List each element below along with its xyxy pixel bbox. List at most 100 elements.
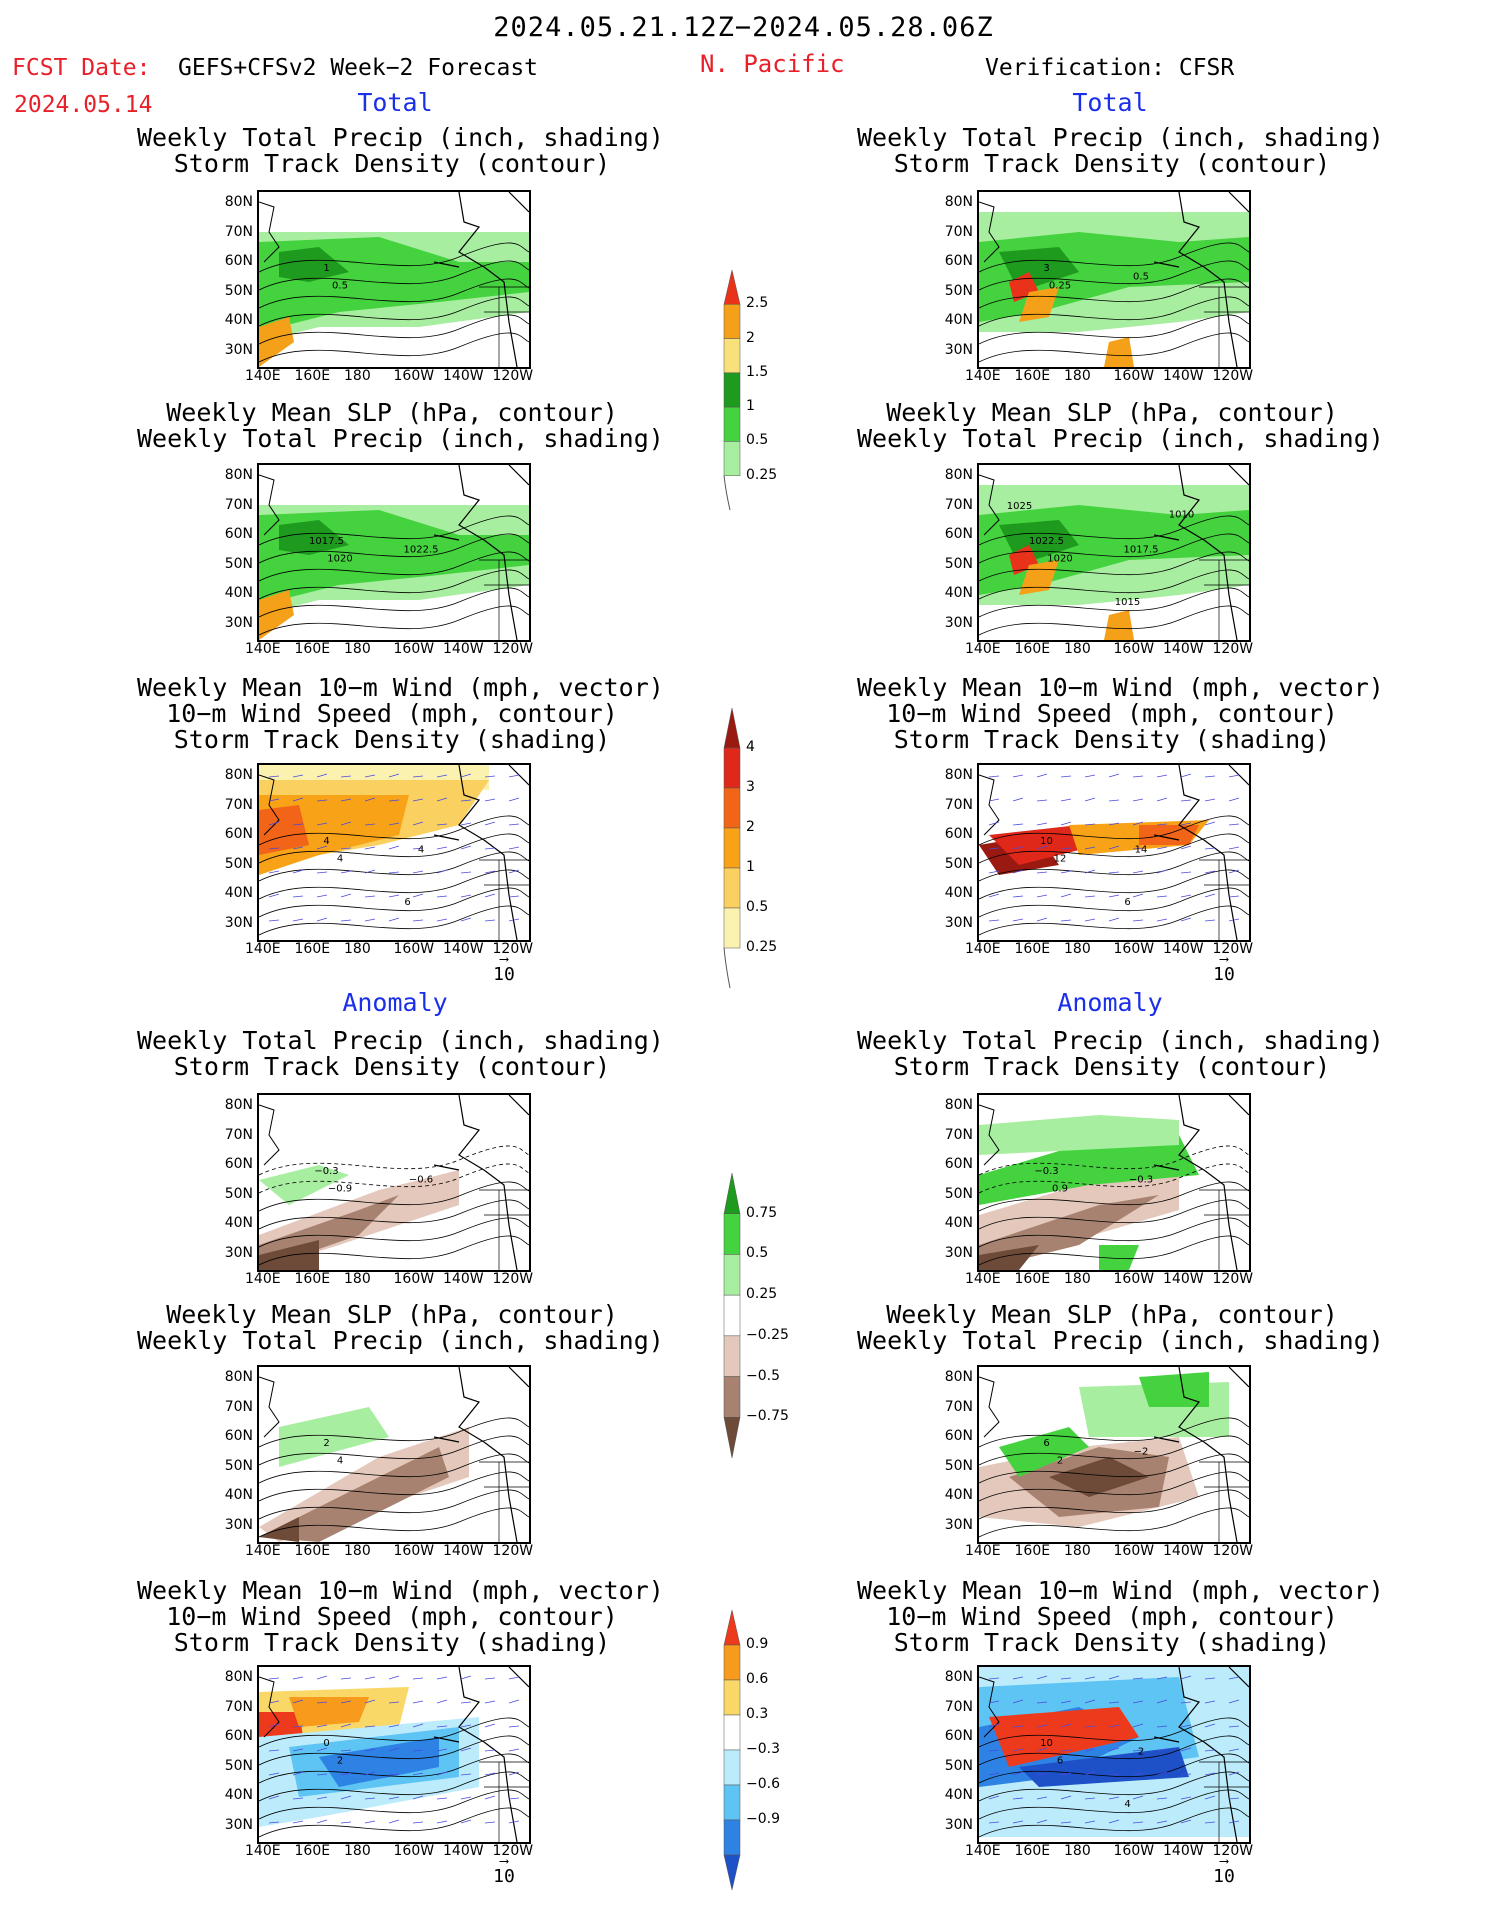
wind-vector	[1228, 797, 1240, 802]
coastline-asia	[259, 201, 280, 263]
lat-tick-label: 40N	[944, 585, 973, 601]
wind-vector	[388, 1773, 400, 1776]
contour-line	[979, 605, 1249, 636]
svg-text:6: 6	[1124, 897, 1130, 908]
svg-text:0.5: 0.5	[1133, 272, 1149, 283]
contour-label: 10	[1040, 836, 1053, 847]
contour-line	[979, 1771, 1249, 1802]
wind-vector	[1180, 1796, 1192, 1800]
wind-vector	[1036, 822, 1048, 826]
wind-vector	[1084, 774, 1096, 778]
wind-vector	[1036, 1796, 1048, 1800]
wind-vector	[1036, 917, 1048, 922]
lon-tick-label: 120W	[1212, 941, 1254, 957]
svg-text:0: 0	[323, 1738, 329, 1749]
wind-vector	[1204, 798, 1216, 802]
wind-vector	[1204, 870, 1216, 874]
shading-region	[979, 1245, 1039, 1270]
wind-vector	[1060, 893, 1072, 898]
contour-label: 4	[1124, 1799, 1130, 1810]
wind-vector	[316, 1747, 328, 1752]
wind-vector	[436, 846, 448, 850]
wind-vector	[436, 918, 448, 922]
wind-vector	[1132, 1700, 1144, 1704]
wind-vector	[436, 895, 448, 898]
lat-tick-label: 80N	[224, 1369, 253, 1385]
svg-text:0.9: 0.9	[1052, 1183, 1068, 1194]
shading-region	[1019, 560, 1059, 595]
panel-title-line: Weekly Total Precip (inch, shading)	[137, 123, 664, 152]
lat-tick-label: 50N	[224, 1757, 253, 1774]
wind-vector	[1204, 821, 1216, 826]
contour-label: −0.3	[314, 1166, 338, 1177]
contour-line	[259, 1145, 529, 1176]
svg-text:4: 4	[337, 853, 343, 864]
wind-vector	[412, 1677, 424, 1680]
panel-title-line: Storm Track Density (contour)	[893, 1052, 1331, 1081]
lon-tick-label: 160E	[294, 368, 331, 384]
contour-line	[979, 332, 1249, 363]
colorbar-label: 0.25	[746, 939, 778, 955]
wind-vector	[1036, 1773, 1048, 1776]
wind-vector	[268, 1749, 280, 1752]
contour-line	[259, 1489, 529, 1520]
lon-tick-label: 160E	[294, 1543, 331, 1559]
panel-title-line: Storm Track Density (contour)	[173, 149, 611, 178]
lat-tick-label: 40N	[224, 585, 253, 601]
lon-tick-label: 160W	[393, 368, 435, 384]
lon-tick-label: 180	[1064, 941, 1091, 957]
colorbar-tail	[723, 947, 731, 989]
lat-tick-label: 60N	[224, 526, 253, 542]
contour-line	[259, 815, 529, 846]
contour-line	[259, 1753, 529, 1784]
wind-vector	[388, 917, 400, 922]
wind-vector	[412, 775, 424, 778]
wind-vector	[1060, 1795, 1072, 1800]
vector-ref-value: 10	[1213, 1866, 1235, 1887]
svg-text:4: 4	[1124, 1799, 1130, 1810]
wind-vector	[1156, 1820, 1168, 1824]
wind-vector	[1108, 917, 1120, 922]
contour-label: 4	[337, 853, 343, 864]
contour-line	[259, 1235, 529, 1266]
lon-tick-label: 160E	[1014, 1271, 1051, 1287]
lon-tick-label: 120W	[1212, 1843, 1254, 1859]
state-borders	[1199, 859, 1249, 940]
shading-region	[259, 590, 294, 640]
lat-tick-label: 40N	[944, 312, 973, 328]
wind-vector	[1012, 1699, 1024, 1704]
wind-vector	[1060, 1677, 1072, 1680]
wind-vector	[1228, 1676, 1240, 1680]
wind-vector	[1012, 918, 1024, 922]
colorbar-cap	[723, 1173, 741, 1214]
wind-vector	[1060, 1700, 1072, 1704]
contour-line	[259, 332, 529, 363]
contour-label: −0.9	[328, 1183, 352, 1194]
lat-tick-label: 40N	[944, 1215, 973, 1231]
contour-label: 1017.5	[1124, 545, 1159, 556]
wind-vector	[508, 918, 520, 922]
contour-line	[979, 1753, 1249, 1784]
lon-tick-label: 120W	[1212, 1543, 1254, 1559]
contour-line	[979, 869, 1249, 900]
coastline-asia	[259, 474, 280, 536]
contour-label: 6	[1043, 1438, 1049, 1449]
wind-vector	[1228, 1748, 1240, 1752]
contour-line	[259, 905, 529, 936]
wind-vector	[508, 823, 520, 826]
wind-vector	[460, 799, 472, 802]
contour-line	[979, 314, 1249, 345]
wind-vector	[436, 1748, 448, 1752]
lon-tick-label: 180	[1064, 368, 1091, 384]
wind-vector	[364, 1748, 376, 1752]
contour-line	[259, 278, 529, 309]
lat-tick-label: 60N	[224, 826, 253, 842]
state-borders	[479, 1461, 529, 1542]
colorbar-label: −0.6	[746, 1776, 780, 1792]
wind-vector	[1036, 1819, 1048, 1824]
lat-tick-label: 60N	[944, 253, 973, 269]
svg-text:−0.3: −0.3	[1034, 1166, 1058, 1177]
wind-vector	[988, 1749, 1000, 1752]
wind-vector	[1084, 1748, 1096, 1752]
